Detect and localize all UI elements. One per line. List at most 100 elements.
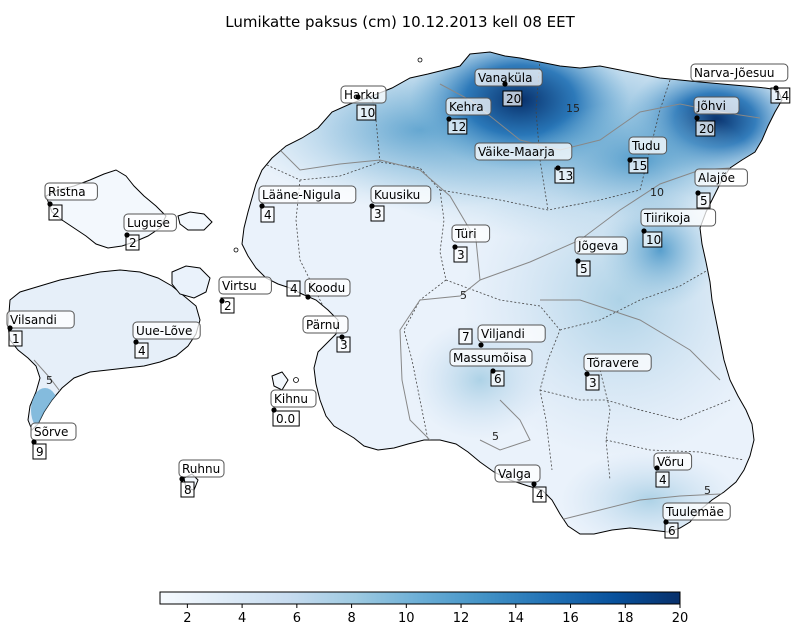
station-tiirikoja: Tiirikoja 10 [640, 208, 717, 248]
station-value: 3 [589, 376, 597, 390]
station-marker [490, 368, 496, 374]
station-value: 13 [558, 169, 573, 183]
station-name: Pärnu [306, 318, 340, 332]
station-value: 4 [264, 208, 272, 222]
station-value-box [642, 231, 663, 248]
station-name: Väike-Maarja [478, 145, 555, 159]
station-name-box [449, 348, 533, 367]
station-sorve: Sõrve 9 [30, 422, 77, 460]
station-value: 5 [580, 262, 588, 276]
station-turi: Türi 3 [451, 224, 491, 263]
station-marker [531, 481, 537, 487]
station-name: Valga [498, 467, 531, 481]
station-value: 5 [700, 194, 708, 208]
colorbar-tick-label: 12 [453, 611, 470, 626]
station-value-box [32, 443, 47, 460]
station-name: Kihnu [274, 392, 308, 406]
station-luguse: Luguse 2 [123, 213, 177, 251]
station-value-box [770, 87, 791, 104]
station-value-box [286, 280, 301, 297]
station-value-box [447, 118, 468, 135]
station-kehra: Kehra 12 [445, 97, 492, 135]
station-name: Kuusiku [374, 188, 420, 202]
station-name: Massumõisa [453, 351, 527, 365]
small-islets [233, 57, 423, 383]
station-name-box [218, 276, 272, 295]
station-name: Võru [657, 455, 684, 469]
station-koodu: Koodu 4 [286, 278, 351, 300]
station-jogeva: Jõgeva 5 [574, 236, 628, 277]
station-tudu: Tudu 15 [627, 136, 668, 174]
station-ruhnu: Ruhnu 8 [178, 459, 225, 498]
station-name-box [178, 459, 225, 478]
station-name: Vanaküla [478, 71, 532, 85]
station-value-box [554, 167, 575, 184]
station-value-box [664, 522, 679, 539]
station-value-box [180, 481, 195, 498]
station-value: 3 [457, 248, 465, 262]
station-value: 20 [506, 92, 521, 106]
station-harku: Harku 10 [340, 85, 387, 121]
station-name-box [132, 321, 201, 340]
station-value: 0.0 [276, 412, 295, 426]
colorbar-tick-label: 8 [347, 611, 355, 626]
station-name: Alajõe [698, 171, 735, 185]
station-value-box [696, 192, 711, 209]
contour-label: 5 [46, 374, 53, 387]
station-value: 4 [290, 282, 298, 296]
station-value: 15 [632, 159, 647, 173]
station-value-box [356, 104, 377, 121]
map-title: Lumikatte paksus (cm) 10.12.2013 kell 08… [225, 13, 575, 31]
station-name-box [694, 168, 748, 187]
colorbar-ticks: 2 4 6 8 10 12 14 16 18 20 [183, 604, 688, 626]
station-vanakula: Vanaküla 20 [474, 68, 543, 107]
station-name: Vilsandi [10, 313, 57, 327]
station-name: Ruhnu [182, 462, 220, 476]
station-name: Tudu [631, 139, 660, 153]
station-name: Tuulemäe [665, 505, 724, 519]
station-alajoe: Alajõe 5 [694, 168, 748, 209]
station-marker [271, 407, 277, 413]
station-value-box [576, 260, 591, 277]
station-name: Ristna [48, 185, 86, 199]
colorbar-tick-label: 16 [562, 611, 579, 626]
station-name: Koodu [308, 281, 345, 295]
station-name-box [494, 464, 541, 483]
station-name-box [690, 63, 789, 82]
colorbar-bar [159, 591, 681, 605]
station-value: 10 [360, 106, 375, 120]
colorbar-tick-label: 20 [672, 611, 689, 626]
colorbar-tick-label: 10 [398, 611, 415, 626]
station-uue-love: Uue-Lõve 4 [132, 321, 201, 359]
station-kuusiku: Kuusiku 3 [369, 185, 432, 222]
station-name: Jõgeva [577, 239, 618, 253]
station-vilsandi: Vilsandi 1 [6, 310, 75, 347]
station-kihnu: Kihnu 0.0 [270, 389, 317, 427]
station-laane-nigula: Lääne-Nigula 4 [258, 185, 357, 223]
station-ristna: Ristna 2 [44, 182, 98, 221]
station-marker [355, 94, 361, 100]
station-name-box [445, 97, 492, 116]
station-value-box [272, 410, 300, 427]
station-marker [627, 157, 633, 163]
station-name: Luguse [127, 216, 170, 230]
station-name-box [628, 136, 668, 155]
station-marker [584, 371, 590, 377]
station-value-box [655, 471, 670, 488]
station-name-box [370, 185, 432, 204]
station-name: Virtsu [222, 279, 257, 293]
colorbar: 2 4 6 8 10 12 14 16 18 20 [159, 591, 688, 626]
station-name-box [477, 324, 546, 343]
station-value: 6 [668, 524, 676, 538]
station-value-box [458, 328, 473, 345]
station-marker [452, 244, 458, 250]
station-massumoisa: Massumõisa 6 [449, 348, 533, 387]
station-virtsu: Virtsu 2 [218, 276, 272, 314]
station-name-box [304, 278, 351, 297]
station-marker [31, 439, 37, 445]
station-name-box [474, 142, 573, 161]
station-value: 3 [340, 338, 348, 352]
contour-label: 5 [460, 289, 467, 302]
hiiumaa-island [45, 169, 167, 249]
station-value-box [134, 342, 149, 359]
